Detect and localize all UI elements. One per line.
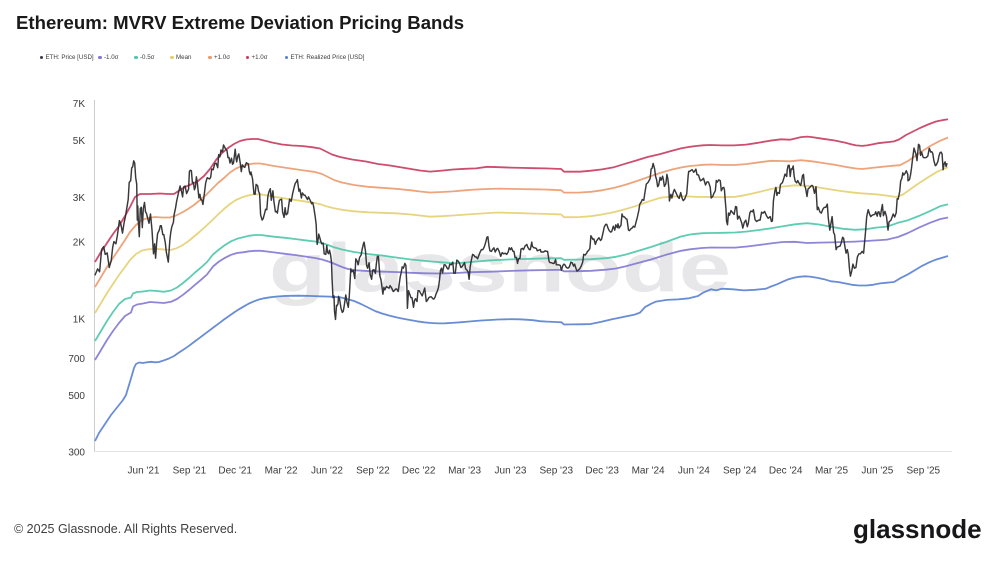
svg-text:Dec '21: Dec '21: [218, 466, 252, 477]
svg-text:700: 700: [68, 354, 85, 365]
svg-text:Jun '23: Jun '23: [495, 466, 527, 477]
svg-text:Jun '24: Jun '24: [678, 466, 710, 477]
svg-text:Dec '24: Dec '24: [769, 466, 803, 477]
svg-text:2K: 2K: [73, 238, 86, 249]
svg-text:500: 500: [68, 391, 85, 402]
svg-text:7K: 7K: [73, 99, 86, 110]
svg-text:1K: 1K: [73, 314, 86, 325]
svg-text:Dec '23: Dec '23: [585, 466, 619, 477]
svg-text:3K: 3K: [73, 193, 86, 204]
svg-text:Sep '22: Sep '22: [356, 466, 390, 477]
svg-text:5K: 5K: [73, 136, 86, 147]
svg-text:Jun '22: Jun '22: [311, 466, 343, 477]
svg-text:300: 300: [68, 448, 85, 459]
svg-text:Sep '25: Sep '25: [906, 466, 940, 477]
svg-text:Mar '22: Mar '22: [265, 466, 298, 477]
svg-text:Dec '22: Dec '22: [402, 466, 436, 477]
svg-text:Mar '24: Mar '24: [632, 466, 665, 477]
svg-text:Mar '23: Mar '23: [448, 466, 481, 477]
svg-text:Sep '21: Sep '21: [173, 466, 207, 477]
svg-text:Jun '25: Jun '25: [861, 466, 893, 477]
svg-text:Sep '23: Sep '23: [539, 466, 573, 477]
svg-text:Mar '25: Mar '25: [815, 466, 848, 477]
svg-text:Sep '24: Sep '24: [723, 466, 757, 477]
svg-text:Jun '21: Jun '21: [128, 466, 160, 477]
